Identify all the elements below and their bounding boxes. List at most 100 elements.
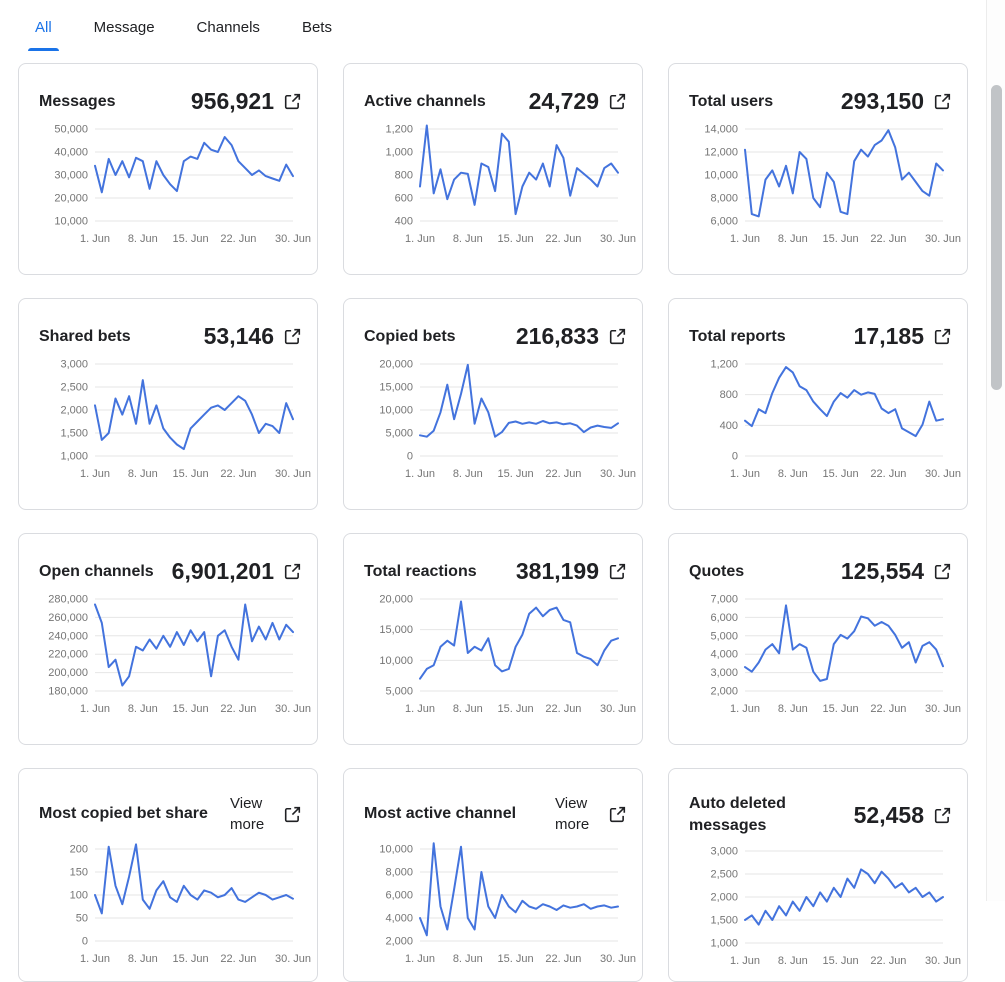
svg-text:100: 100 bbox=[70, 890, 88, 902]
svg-text:1. Jun: 1. Jun bbox=[80, 703, 110, 715]
svg-text:150: 150 bbox=[70, 867, 88, 879]
card-auto-deleted-messages: Auto deleted messages 52,458 3,000 2,500 2… bbox=[668, 768, 968, 982]
svg-text:22. Jun: 22. Jun bbox=[220, 468, 256, 480]
open-in-new-icon[interactable] bbox=[284, 93, 301, 110]
svg-text:20,000: 20,000 bbox=[54, 193, 88, 205]
svg-text:20,000: 20,000 bbox=[379, 359, 413, 371]
line-chart: 10,000 8,000 6,000 4,000 2,000 1. Jun 8. Jun 15… bbox=[364, 842, 636, 965]
open-in-new-icon[interactable] bbox=[284, 563, 301, 580]
card-value: 956,921 bbox=[190, 88, 274, 114]
svg-text:5,000: 5,000 bbox=[385, 686, 413, 698]
svg-text:8. Jun: 8. Jun bbox=[778, 233, 808, 245]
line-chart: 1,200 1,000 800 600 400 1. Jun 8. Jun 15. Jun 22… bbox=[364, 123, 636, 246]
view-more-link[interactable]: View more bbox=[555, 795, 590, 833]
svg-text:1. Jun: 1. Jun bbox=[80, 233, 110, 245]
card-open-channels: Open channels 6,901,201 280,000 260,000 24… bbox=[18, 533, 318, 745]
svg-text:400: 400 bbox=[395, 216, 413, 228]
svg-text:22. Jun: 22. Jun bbox=[870, 468, 906, 480]
svg-text:22. Jun: 22. Jun bbox=[545, 233, 581, 245]
open-in-new-icon[interactable] bbox=[284, 328, 301, 345]
svg-text:10,000: 10,000 bbox=[379, 844, 413, 856]
view-more-link[interactable]: View more bbox=[230, 795, 265, 833]
svg-text:22. Jun: 22. Jun bbox=[545, 953, 581, 965]
svg-text:1. Jun: 1. Jun bbox=[405, 703, 435, 715]
open-in-new-icon[interactable] bbox=[934, 93, 951, 110]
svg-text:2,000: 2,000 bbox=[710, 686, 738, 698]
svg-text:8. Jun: 8. Jun bbox=[453, 953, 483, 965]
svg-text:8. Jun: 8. Jun bbox=[778, 703, 808, 715]
svg-text:15. Jun: 15. Jun bbox=[498, 468, 534, 480]
line-chart: 3,000 2,500 2,000 1,500 1,000 1. Jun 8. Jun 15.… bbox=[39, 358, 311, 481]
scrollbar-track[interactable] bbox=[986, 0, 1005, 901]
svg-text:1. Jun: 1. Jun bbox=[405, 953, 435, 965]
svg-text:10,000: 10,000 bbox=[379, 655, 413, 667]
svg-text:2,000: 2,000 bbox=[385, 936, 413, 948]
svg-text:0: 0 bbox=[407, 451, 413, 463]
open-in-new-icon[interactable] bbox=[609, 806, 626, 823]
svg-text:8. Jun: 8. Jun bbox=[778, 468, 808, 480]
open-in-new-icon[interactable] bbox=[934, 563, 951, 580]
tab-all[interactable]: All bbox=[28, 14, 59, 51]
svg-text:1. Jun: 1. Jun bbox=[730, 468, 760, 480]
svg-text:30. Jun: 30. Jun bbox=[925, 233, 961, 245]
svg-text:3,000: 3,000 bbox=[60, 359, 88, 371]
line-chart: 50,000 40,000 30,000 20,000 10,000 1. Jun 8. J… bbox=[39, 123, 311, 246]
card-title: Active channels bbox=[364, 92, 486, 110]
tab-message[interactable]: Message bbox=[93, 19, 155, 36]
svg-text:4,000: 4,000 bbox=[385, 913, 413, 925]
svg-text:30,000: 30,000 bbox=[54, 170, 88, 182]
svg-text:1. Jun: 1. Jun bbox=[405, 233, 435, 245]
open-in-new-icon[interactable] bbox=[609, 328, 626, 345]
svg-text:15,000: 15,000 bbox=[379, 382, 413, 394]
line-chart: 7,000 6,000 5,000 4,000 3,000 2,000 1. Jun 8. J… bbox=[689, 593, 961, 716]
svg-text:180,000: 180,000 bbox=[48, 686, 88, 698]
svg-text:220,000: 220,000 bbox=[48, 649, 88, 661]
card-title: Auto deleted messages bbox=[689, 795, 786, 834]
open-in-new-icon[interactable] bbox=[934, 807, 951, 824]
card-shared-bets: Shared bets 53,146 3,000 2,500 2,000 1,500 1… bbox=[18, 298, 318, 510]
svg-text:200,000: 200,000 bbox=[48, 667, 88, 679]
svg-text:600: 600 bbox=[395, 193, 413, 205]
svg-text:30. Jun: 30. Jun bbox=[275, 953, 311, 965]
svg-text:40,000: 40,000 bbox=[54, 147, 88, 159]
card-value: 53,146 bbox=[203, 323, 274, 349]
card-value: 52,458 bbox=[853, 801, 924, 828]
svg-text:2,500: 2,500 bbox=[60, 382, 88, 394]
scrollbar-thumb[interactable] bbox=[991, 85, 1002, 390]
line-chart: 14,000 12,000 10,000 8,000 6,000 1. Jun 8. Jun… bbox=[689, 123, 961, 246]
svg-text:1,200: 1,200 bbox=[385, 124, 413, 136]
svg-text:1,000: 1,000 bbox=[710, 938, 738, 950]
svg-text:22. Jun: 22. Jun bbox=[220, 953, 256, 965]
svg-text:30. Jun: 30. Jun bbox=[600, 703, 636, 715]
tab-channels[interactable]: Channels bbox=[196, 19, 260, 36]
line-chart: 1,200 800 400 0 1. Jun 8. Jun 15. Jun 22. Jun 30… bbox=[689, 358, 961, 481]
card-most-copied-bet-share: Most copied bet share View more 200 150 10… bbox=[18, 768, 318, 982]
open-in-new-icon[interactable] bbox=[609, 93, 626, 110]
svg-text:50,000: 50,000 bbox=[54, 124, 88, 136]
open-in-new-icon[interactable] bbox=[284, 806, 301, 823]
svg-text:15. Jun: 15. Jun bbox=[173, 703, 209, 715]
card-title: Most copied bet share bbox=[39, 805, 208, 822]
svg-text:800: 800 bbox=[720, 389, 738, 401]
svg-text:8. Jun: 8. Jun bbox=[778, 955, 808, 967]
open-in-new-icon[interactable] bbox=[609, 563, 626, 580]
card-title: Quotes bbox=[689, 562, 745, 580]
svg-text:30. Jun: 30. Jun bbox=[275, 468, 311, 480]
svg-text:240,000: 240,000 bbox=[48, 630, 88, 642]
card-title: Most active channel bbox=[364, 805, 517, 822]
card-total-reports: Total reports 17,185 1,200 800 400 0 1. Jun 8… bbox=[668, 298, 968, 510]
tab-bar: All Message Channels Bets bbox=[0, 0, 1005, 51]
svg-text:15. Jun: 15. Jun bbox=[823, 233, 859, 245]
svg-text:0: 0 bbox=[82, 936, 88, 948]
svg-text:5,000: 5,000 bbox=[385, 428, 413, 440]
svg-text:15. Jun: 15. Jun bbox=[823, 468, 859, 480]
svg-text:3,000: 3,000 bbox=[710, 667, 738, 679]
card-title: Total reactions bbox=[364, 562, 477, 580]
svg-text:1. Jun: 1. Jun bbox=[80, 468, 110, 480]
svg-text:10,000: 10,000 bbox=[54, 216, 88, 228]
svg-text:22. Jun: 22. Jun bbox=[870, 955, 906, 967]
svg-text:8. Jun: 8. Jun bbox=[128, 233, 158, 245]
open-in-new-icon[interactable] bbox=[934, 328, 951, 345]
tab-bets[interactable]: Bets bbox=[301, 19, 332, 36]
svg-text:22. Jun: 22. Jun bbox=[870, 703, 906, 715]
